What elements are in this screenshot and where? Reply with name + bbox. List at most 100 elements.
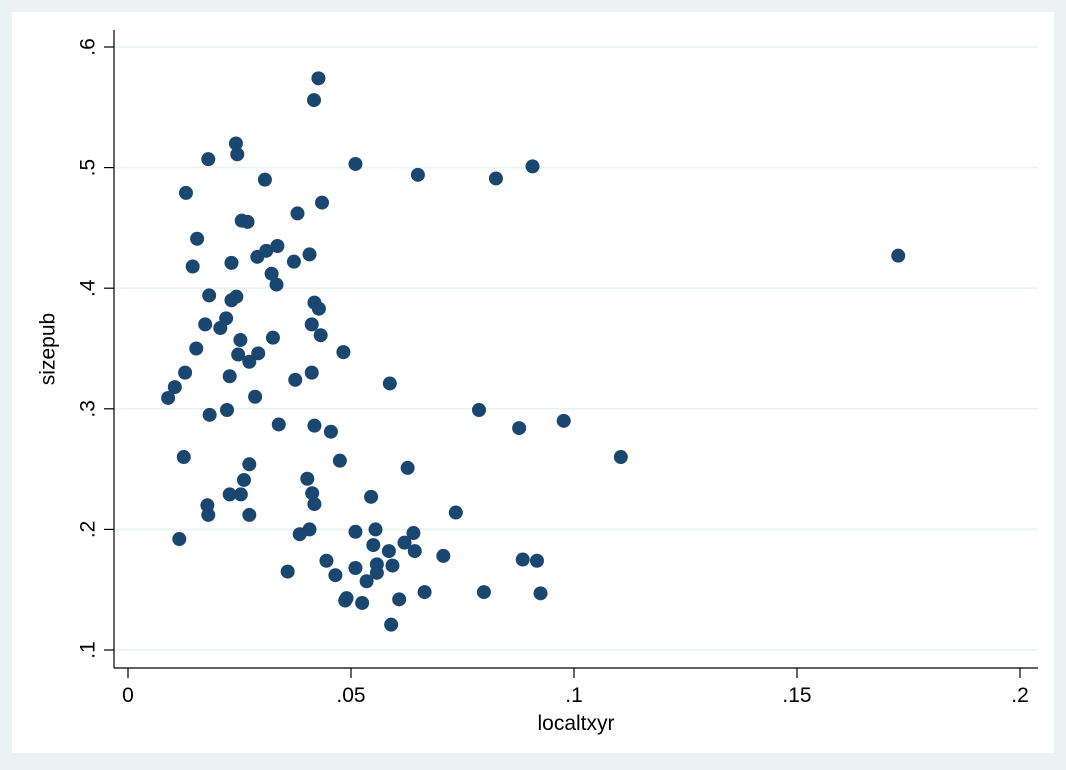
- scatter-point: [190, 231, 205, 246]
- x-tick-label: .2: [1011, 684, 1029, 707]
- scatter-point: [176, 450, 191, 465]
- scatter-point: [178, 185, 193, 200]
- scatter-point: [198, 317, 213, 332]
- y-tick-label: .4: [77, 279, 100, 297]
- scatter-point: [286, 254, 301, 269]
- scatter-point: [302, 247, 317, 262]
- scatter-point: [355, 595, 370, 610]
- scatter-point: [292, 527, 307, 542]
- y-tick-label: .3: [77, 400, 100, 418]
- scatter-point: [328, 568, 343, 583]
- scatter-point: [231, 347, 246, 362]
- scatter-point: [251, 346, 266, 361]
- scatter-point: [185, 259, 200, 274]
- scatter-point: [448, 505, 463, 520]
- scatter-point: [382, 376, 397, 391]
- scatter-point: [311, 301, 326, 316]
- scatter-point: [242, 354, 257, 369]
- scatter-point: [288, 372, 303, 387]
- scatter-point: [368, 522, 383, 537]
- scatter-point: [248, 389, 263, 404]
- scatter-point: [476, 585, 491, 600]
- scatter-point: [224, 293, 239, 308]
- x-tick-label: .15: [782, 684, 811, 707]
- scatter-point: [385, 558, 400, 573]
- scatter-point: [533, 586, 548, 601]
- scatter-point: [242, 457, 257, 472]
- scatter-point: [222, 487, 237, 502]
- y-tick-label: .6: [77, 38, 100, 56]
- scatter-point: [529, 553, 544, 568]
- y-tick-label: .1: [77, 641, 100, 659]
- scatter-point: [348, 156, 363, 171]
- scatter-point: [202, 288, 217, 303]
- scatter-point: [233, 487, 248, 502]
- scatter-point: [348, 524, 363, 539]
- scatter-point: [233, 333, 248, 348]
- scatter-point: [515, 552, 530, 567]
- scatter-point: [306, 93, 321, 108]
- x-tick-label: .1: [565, 684, 583, 707]
- x-tick-label: 0: [122, 684, 134, 707]
- scatter-point: [290, 206, 305, 221]
- scatter-point: [348, 560, 363, 575]
- point-layer: [161, 71, 906, 632]
- scatter-point: [236, 472, 251, 487]
- scatter-point: [305, 486, 320, 501]
- scatter-point: [307, 418, 322, 433]
- scatter-point: [224, 255, 239, 270]
- scatter-point: [338, 593, 353, 608]
- scatter-point: [300, 471, 315, 486]
- scatter-point: [280, 564, 295, 579]
- scatter-point: [313, 328, 328, 343]
- scatter-point: [364, 489, 379, 504]
- scatter-point: [201, 152, 216, 167]
- scatter-point: [311, 71, 326, 86]
- scatter-point: [315, 195, 330, 210]
- scatter-point: [228, 136, 243, 151]
- scatter-point: [264, 266, 279, 281]
- y-tick-label: .2: [77, 521, 100, 539]
- scatter-point: [392, 592, 407, 607]
- scatter-point: [336, 345, 351, 360]
- scatter-point: [436, 548, 451, 563]
- scatter-point: [220, 403, 235, 418]
- scatter-point: [202, 407, 217, 422]
- x-axis-title: localtxyr: [537, 712, 614, 735]
- tick-layer: .1 .2 .3 .4 .5 .6 0 .05 .1 .15 .2: [77, 38, 1029, 707]
- scatter-point: [242, 507, 257, 522]
- y-tick-label: .5: [77, 159, 100, 177]
- scatter-point: [417, 585, 432, 600]
- scatter-point: [307, 497, 322, 512]
- scatter-point: [189, 341, 204, 356]
- scatter-point: [250, 249, 265, 264]
- scatter-point: [172, 532, 187, 547]
- scatter-point: [240, 214, 255, 229]
- scatter-point: [891, 248, 906, 263]
- scatter-point: [161, 390, 176, 405]
- scatter-point: [512, 421, 527, 436]
- scatter-point: [381, 544, 396, 559]
- scatter-point: [271, 417, 286, 432]
- scatter-point: [359, 574, 374, 589]
- scatter-point: [332, 453, 347, 468]
- scatter-point: [366, 538, 381, 553]
- scatter-point: [222, 369, 237, 384]
- scatter-point: [472, 403, 487, 418]
- scatter-point: [265, 330, 280, 345]
- scatter-point: [613, 450, 628, 465]
- scatter-point: [525, 159, 540, 174]
- x-tick-label: .05: [336, 684, 365, 707]
- scatter-point: [410, 167, 425, 182]
- scatter-point: [304, 365, 319, 380]
- scatter-point: [323, 424, 338, 439]
- scatter-point: [406, 526, 421, 541]
- scatter-point: [167, 380, 182, 395]
- scatter-point: [384, 617, 399, 632]
- scatter-point: [488, 171, 503, 186]
- axis-layer: [113, 30, 1038, 669]
- scatter-point: [369, 565, 384, 580]
- scatter-point: [270, 238, 285, 253]
